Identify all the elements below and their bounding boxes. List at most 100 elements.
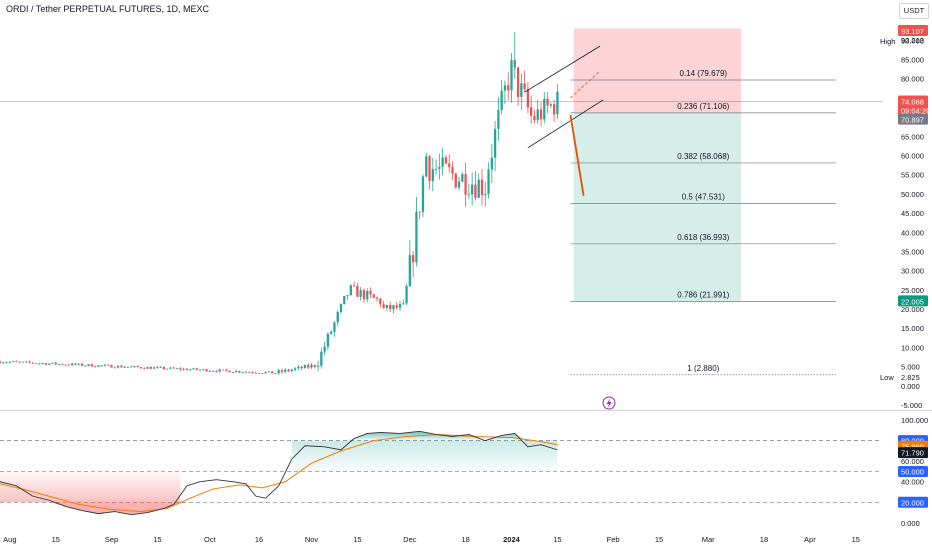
fib-level-label: 0.5 (47.531) <box>682 192 725 201</box>
chart-title: ORDI / Tether PERPETUAL FUTURES, 1D, MEX… <box>6 4 210 14</box>
candle-body <box>218 369 221 372</box>
candle-body <box>172 367 175 369</box>
candle-body <box>434 168 438 170</box>
candle-body <box>254 372 257 374</box>
target-price-tag-bg <box>898 295 928 307</box>
candle-body <box>362 290 366 300</box>
fib-level-label: 1 (2.880) <box>687 364 719 373</box>
candle-body <box>100 365 103 367</box>
time-tick-label: Dec <box>403 535 417 544</box>
candle-body <box>343 295 346 304</box>
projection-arrow <box>569 115 585 196</box>
price-tick-label: 60.000 <box>901 152 924 161</box>
candle-body <box>244 371 248 373</box>
candle-body <box>18 361 21 363</box>
candle-body <box>205 369 208 372</box>
candle-body <box>208 371 211 372</box>
price-tick-label: -5.000 <box>901 401 922 410</box>
candle-body <box>556 91 559 115</box>
time-tick-label: 2024 <box>503 535 521 544</box>
fibonacci-retracement: 0.14 (79.679) 0.236 (71.106) 0.382 (58.068… <box>570 69 837 376</box>
candle-body <box>382 304 385 308</box>
candle-body <box>257 373 261 374</box>
candle-body <box>166 368 169 370</box>
price-tick-label: 40.000 <box>901 228 924 237</box>
candle-body <box>0 361 2 363</box>
candle-body <box>113 367 116 369</box>
price-tick-label: 0.000 <box>901 382 920 391</box>
time-tick-label: 15 <box>553 535 561 544</box>
time-tick-label: Nov <box>305 535 319 544</box>
candle-body <box>523 83 526 90</box>
candle-body <box>238 371 241 373</box>
fib-level-label: 0.14 (79.679) <box>680 69 728 78</box>
current-price-tag: 74.068 <box>901 98 924 107</box>
candle-body <box>38 363 41 365</box>
candle-body <box>64 364 67 366</box>
candle-body <box>375 297 379 299</box>
candle-body <box>428 156 431 182</box>
osc-oversold-fill <box>0 502 558 515</box>
high-price-value: 92.213 <box>901 36 924 45</box>
candle-body <box>136 366 139 368</box>
candle-body <box>333 322 336 332</box>
osc-tick-label: 40.000 <box>901 478 924 487</box>
osc-main-line <box>0 430 558 516</box>
candle-body <box>211 371 215 372</box>
candle-body <box>323 346 326 352</box>
candle-body <box>457 181 461 188</box>
candle-body <box>103 364 107 366</box>
candle-body <box>339 303 343 313</box>
time-tick-label: 15 <box>153 535 161 544</box>
lightning-icon-bolt <box>606 398 612 409</box>
high-label: High <box>880 37 895 46</box>
candle-body <box>539 109 543 120</box>
candle-body <box>408 255 411 287</box>
price-tick-label: 25.000 <box>901 286 924 295</box>
price-tick-label: 20.000 <box>901 305 924 314</box>
candle-body <box>349 285 352 295</box>
candle-body <box>293 368 297 370</box>
osc-current-tag: 71.790 <box>901 449 924 458</box>
candle-body <box>320 351 323 366</box>
currency-button[interactable]: USDT <box>899 3 929 19</box>
candle-body <box>484 193 487 196</box>
channel-projection-line <box>570 70 601 99</box>
candle-body <box>267 371 271 373</box>
price-tick-label: 50.000 <box>901 190 924 199</box>
price-tick-label: 45.000 <box>901 209 924 218</box>
candle-body <box>264 372 267 374</box>
time-tick-label: Mar <box>702 535 715 544</box>
time-tick-label: 15 <box>353 535 361 544</box>
candle-body <box>507 85 510 91</box>
candle-body <box>169 367 172 369</box>
candle-body <box>493 128 497 158</box>
position-tool <box>573 28 742 302</box>
candle-body <box>67 364 71 366</box>
fib-level-label: 0.382 (58.068) <box>677 152 729 161</box>
candle-body <box>418 211 421 213</box>
time-tick-label: Oct <box>204 535 217 544</box>
candle-body <box>182 368 185 370</box>
drawings <box>0 45 882 410</box>
candle-body <box>202 369 205 371</box>
candle-body <box>441 157 444 167</box>
candle-body <box>480 179 484 196</box>
osc-lower-tag-bg <box>898 496 928 508</box>
candle-body <box>5 362 8 364</box>
candle-body <box>510 60 513 91</box>
entry-price-tag: 70.897 <box>901 116 924 125</box>
candle-body <box>477 179 480 198</box>
candle-body <box>421 176 425 212</box>
time-tick-label: 16 <box>255 535 263 544</box>
candle-body <box>287 369 290 372</box>
candle-body <box>31 362 34 364</box>
osc-upper-zone-fill <box>291 440 558 472</box>
candle-body <box>516 67 520 97</box>
price-tick-label: 85.000 <box>901 56 924 65</box>
candle-body <box>179 368 182 370</box>
osc-lower-tag: 20.000 <box>901 498 924 507</box>
candle-body <box>28 361 31 363</box>
